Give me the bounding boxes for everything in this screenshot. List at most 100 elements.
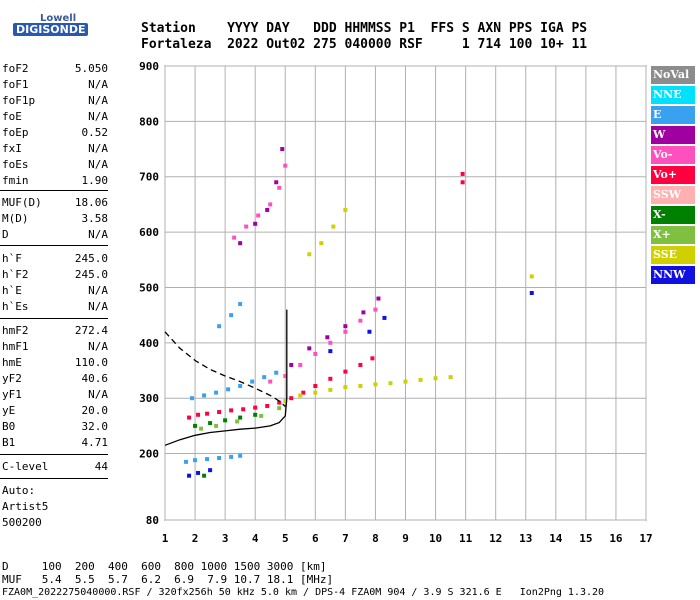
legend-item-noval: NoVal [651,66,695,84]
param-row-foep: foEp 0.52 [2,126,108,142]
data-point [244,224,249,229]
y-tick-label: 700 [139,171,159,184]
x-tick-label: 14 [549,532,563,545]
data-point [367,329,372,334]
data-point [238,241,243,246]
y-tick-label: 400 [139,337,159,350]
data-point [343,324,348,329]
x-tick-label: 8 [372,532,379,545]
footer-muf-row: MUF 5.4 5.5 5.7 6.2 6.9 7.9 10.7 18.1 [M… [2,573,334,586]
legend-item-nnw: NNW [651,266,695,284]
data-point [373,307,378,312]
data-point [193,458,198,463]
param-name: MUF(D) [2,196,42,209]
x-tick-label: 9 [402,532,409,545]
true-height-profile-curve [164,309,288,446]
data-point [253,405,258,410]
data-point [358,362,363,367]
legend-item-e: E [651,106,695,124]
data-point [343,207,348,212]
data-point [196,412,201,417]
param-row-md: M(D) 3.58 [2,212,108,228]
data-point [205,457,210,462]
param-value: 4.71 [81,436,109,449]
header-row-2: Fortaleza 2022 Out02 275 040000 RSF 1 71… [141,37,588,52]
legend-item-ssw: SSW [651,186,695,204]
param-separator [0,190,108,191]
logo-lowell: Lowell [40,13,77,24]
data-point [283,374,288,379]
y-tick-labels: 80 200 300 400 500 600 700 800 900 [139,60,159,527]
data-point [370,356,375,361]
param-name: hmE [2,356,22,369]
ionogram-chart: 1 2 3 4 5 6 7 8 9 10 11 12 13 14 15 16 17 80200300400500… [139,60,653,545]
data-point [298,362,303,367]
param-row-mufd: MUF(D) 18.06 [2,196,108,212]
x-tick-label: 7 [342,532,349,545]
auto-version: 500200 [2,516,42,529]
param-row-b1: B1 4.71 [2,436,108,452]
chart-grid [164,65,647,521]
chart-points [184,147,534,478]
data-point [193,423,198,428]
x-tick-label: 11 [459,532,473,545]
data-point [328,376,333,381]
data-point [202,473,207,478]
param-value: N/A [88,94,108,107]
param-row-fof2: foF2 5.050 [2,62,108,78]
data-point [277,185,282,190]
data-point [238,453,243,458]
data-point [259,413,264,418]
param-name: yF2 [2,372,22,385]
legend-item-vo: Vo- [651,146,695,164]
y-tick-label: 300 [139,392,159,405]
param-name: foF2 [2,62,29,75]
data-point [358,384,363,389]
param-row-fmin: fmin 1.90 [2,174,108,190]
data-point [265,403,270,408]
param-row-foe: foE N/A [2,110,108,126]
param-value: 20.0 [81,404,109,417]
param-value: 110.0 [74,356,108,369]
param-row-foes: foEs N/A [2,158,108,174]
data-point [418,377,423,382]
data-point [229,408,234,413]
data-point [382,315,387,320]
data-point [307,252,312,257]
data-point [253,412,258,417]
param-row-hmf1: hmF1 N/A [2,340,108,356]
data-point [229,313,234,318]
data-point [373,382,378,387]
data-point [238,384,243,389]
legend-item-x: X- [651,206,695,224]
param-value: 245.0 [74,268,108,281]
data-point [223,418,228,423]
param-name: h`E [2,284,22,297]
data-point [190,396,195,401]
param-value: 1.90 [81,174,109,187]
data-point [319,241,324,246]
data-point [208,468,213,473]
data-point [265,207,270,212]
data-point [343,385,348,390]
param-value: 272.4 [74,324,108,337]
param-name: D [2,228,9,241]
y-tick-label: 80 [146,514,159,527]
data-point [433,376,438,381]
param-value: N/A [88,340,108,353]
x-tick-label: 12 [489,532,502,545]
param-value: N/A [88,228,108,241]
param-value: 0.52 [81,126,109,139]
data-point [250,379,255,384]
data-point [202,393,207,398]
param-name: hmF2 [2,324,29,337]
param-separator [0,318,108,319]
data-point [217,410,222,415]
data-point [277,400,282,405]
legend-item-x: X+ [651,226,695,244]
param-row-he: h`E N/A [2,284,108,300]
data-point [331,224,336,229]
data-point [241,407,246,412]
param-name: foF1p [2,94,36,107]
data-point [262,375,267,380]
